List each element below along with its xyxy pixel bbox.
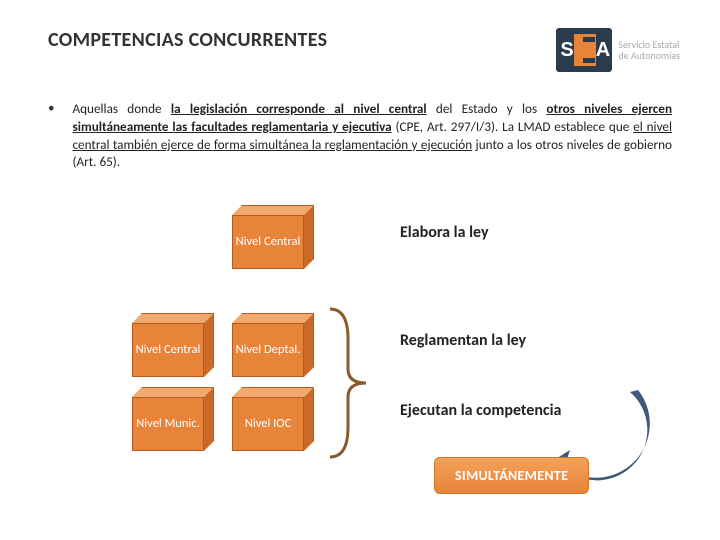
para-seg: Aquellas donde xyxy=(72,100,170,117)
cube-mid-deptal: Nivel Deptal. xyxy=(232,313,314,377)
cube-label: Nivel Central xyxy=(232,215,304,269)
diagram-area: Nivel Central Nivel Central Nivel Deptal. N… xyxy=(0,195,720,505)
body-paragraph: • Aquellas donde la legislación correspo… xyxy=(0,72,720,171)
logo-letter-e xyxy=(574,34,596,66)
bullet-icon: • xyxy=(48,101,54,116)
para-underline: la legislación corresponde al nivel cent… xyxy=(171,100,427,117)
cube-label: Nivel IOC xyxy=(232,397,304,451)
cube-mid-central: Nivel Central xyxy=(132,313,214,377)
cube-label: Nivel Munic. xyxy=(132,397,204,451)
paragraph-text: Aquellas donde la legislación correspond… xyxy=(72,100,672,171)
logo-sub2: de Autonomías xyxy=(618,50,680,61)
label-elabora: Elabora la ley xyxy=(400,223,489,242)
label-reglamenta: Reglamentan la ley xyxy=(400,331,526,350)
cube-bot-ioc: Nivel IOC xyxy=(232,387,314,451)
page-title: COMPETENCIAS CONCURRENTES xyxy=(48,28,327,52)
cube-label: Nivel Central xyxy=(132,323,204,377)
logo-mark: S A xyxy=(556,28,612,72)
logo-subtitle: Servicio Estatal de Autonomías xyxy=(618,39,680,61)
para-seg: del Estado y los xyxy=(427,100,547,117)
cube-label: Nivel Deptal. xyxy=(232,323,304,377)
logo-letter-s: S xyxy=(560,39,573,62)
para-seg: (CPE, Art. 297/I/3). La LMAD establece q… xyxy=(392,118,634,135)
cube-bot-munic: Nivel Munic. xyxy=(132,387,214,451)
logo-letter-a: A xyxy=(596,39,610,62)
logo: S A Servicio Estatal de Autonomías xyxy=(556,28,680,72)
bracket-icon xyxy=(322,303,392,463)
simultaneamente-badge: SIMULTÁNEMENTE xyxy=(434,457,589,494)
cube-top-central: Nivel Central xyxy=(232,205,314,269)
